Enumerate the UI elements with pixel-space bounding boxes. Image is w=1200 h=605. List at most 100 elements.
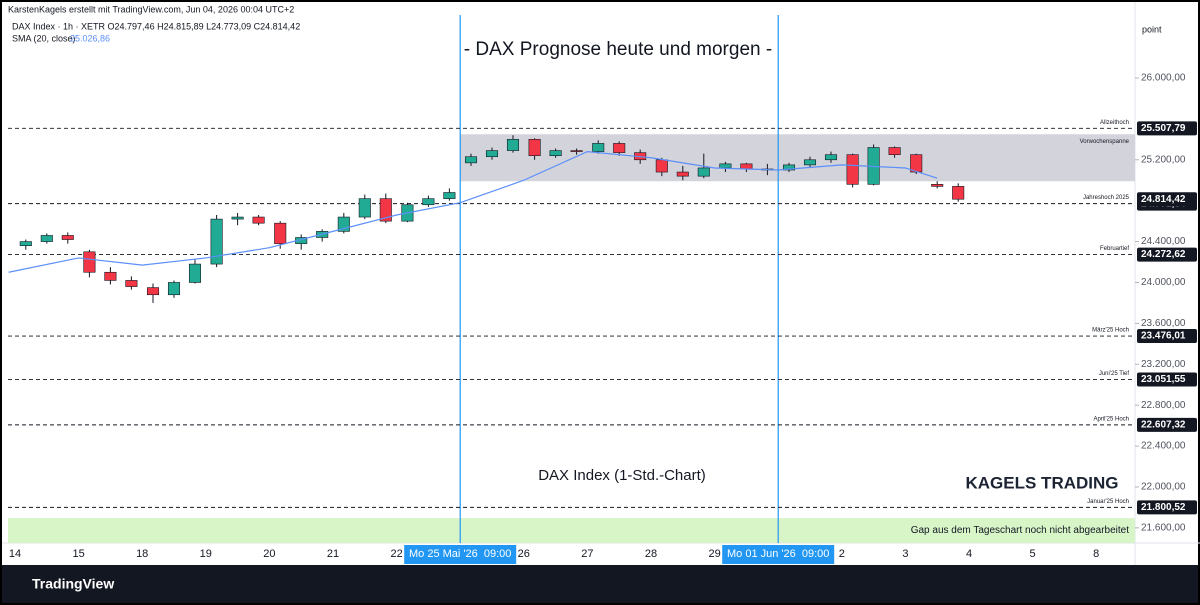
y-tick-label: 22.800,00 <box>1141 400 1186 411</box>
candle-body <box>824 154 838 161</box>
candle-body <box>104 271 117 281</box>
candle-body <box>167 282 181 296</box>
x-tick-label: 4 <box>966 548 972 560</box>
candle-body <box>697 167 710 177</box>
chart-bg <box>2 2 1198 565</box>
x-tick-label: 20 <box>263 548 275 560</box>
last-price: 24.814,42 <box>1141 194 1186 205</box>
candle-body <box>83 251 96 273</box>
x-tick-label: 3 <box>902 548 908 560</box>
candle-body <box>210 218 223 265</box>
level-price: 21.800,52 <box>1141 502 1186 513</box>
chart-title: - DAX Prognose heute und morgen - <box>464 39 772 60</box>
candle-body <box>528 139 541 156</box>
candle-body <box>125 280 138 287</box>
candle-body <box>274 222 287 244</box>
x-tick-label: 21 <box>327 548 339 560</box>
logo: KAGELS TRADING <box>966 473 1119 492</box>
footer-bar <box>2 565 1198 603</box>
symbol-line: DAX Index · 1h · XETR O24.797,46 H24.815… <box>12 21 300 31</box>
last-price-bg <box>1137 192 1197 207</box>
x-tick-label: 14 <box>9 548 21 560</box>
y-tick-label: 24.400,00 <box>1141 236 1186 247</box>
level-price-bg <box>1137 121 1197 136</box>
level-price-bg <box>1137 500 1197 515</box>
x-tick-label: 29 <box>708 548 720 560</box>
candle-body <box>592 143 605 152</box>
candle-body <box>570 150 583 152</box>
candle-body <box>719 163 732 169</box>
level-name: April'25 Hoch <box>1094 416 1130 422</box>
candle-body <box>358 198 371 218</box>
candle-body <box>19 241 32 246</box>
unit: point <box>1142 24 1162 34</box>
candle-body <box>549 150 562 156</box>
y-tick-label: 23.200,00 <box>1141 359 1186 370</box>
candle-body <box>655 159 668 173</box>
candle-body <box>40 235 53 242</box>
candle-body <box>252 216 265 224</box>
y-tick-label: 21.600,00 <box>1141 523 1186 534</box>
x-tick-label: Mo 01 Jun '26 09:00 <box>727 548 829 560</box>
level-price: 23.476,01 <box>1141 331 1186 342</box>
y-tick-label: 23.600,00 <box>1141 318 1186 329</box>
level-price: 23.051,55 <box>1141 374 1186 385</box>
x-tick-label: 8 <box>1093 548 1099 560</box>
x-tick-label: 26 <box>518 548 530 560</box>
x-tick-label: 5 <box>1030 548 1036 560</box>
level-price-bg <box>1137 417 1197 432</box>
x-tick-label: 18 <box>136 548 148 560</box>
sma-line <box>8 150 938 273</box>
level-name: Juni'25 Tief <box>1099 371 1129 377</box>
x-tick-label: 27 <box>581 548 593 560</box>
candle-body <box>910 154 923 173</box>
candle-body <box>485 150 499 158</box>
candle-body <box>740 163 753 170</box>
level-name: Jahreshoch 2025 <box>1083 195 1130 201</box>
x-tick-label: 15 <box>72 548 84 560</box>
y-tick-label: 25.200,00 <box>1141 154 1186 165</box>
candle-body <box>443 192 456 199</box>
candle-body <box>952 186 965 200</box>
x-tick-label: 19 <box>200 548 212 560</box>
level-name: Allzeithoch <box>1100 120 1129 126</box>
level-price-bg <box>1137 329 1197 344</box>
candle-body <box>464 156 478 164</box>
candle-body <box>676 171 689 177</box>
candle-body <box>846 154 859 185</box>
x-highlight-bg <box>404 545 517 564</box>
header: KarstenKagels erstellt mit TradingView.c… <box>8 4 294 14</box>
zone-label: Vorwochenspanne <box>1080 139 1130 145</box>
level-price: 22.607,32 <box>1141 420 1186 431</box>
x-tick-label: 22 <box>390 548 402 560</box>
y-tick-label: 22.000,00 <box>1141 482 1186 493</box>
candle-body <box>506 139 520 151</box>
level-price-bg <box>1137 372 1197 387</box>
level-name: Februartief <box>1100 246 1129 252</box>
zone-label: Gap aus dem Tageschart noch nicht abgear… <box>911 525 1130 536</box>
candle-body <box>146 287 160 296</box>
level-price: 25.507,79 <box>1141 123 1186 134</box>
level-price: 24.272,62 <box>1141 249 1186 260</box>
x-tick-label: Mo 25 Mai '26 09:00 <box>409 548 511 560</box>
footer-brand: TradingView <box>32 576 114 592</box>
candle-body <box>231 216 244 220</box>
candle-body <box>803 159 817 166</box>
candle-body <box>61 235 74 240</box>
indicator-value: 25.026,86 <box>70 33 110 43</box>
candle-body <box>613 143 626 153</box>
candle-body <box>931 184 944 187</box>
x-highlight-bg <box>722 545 835 564</box>
y-tick-label: 22.400,00 <box>1141 441 1186 452</box>
y-tick-label: 24.000,00 <box>1141 277 1186 288</box>
x-tick-label: 2 <box>839 548 845 560</box>
level-name: Januar'25 Hoch <box>1087 499 1129 505</box>
indicator-name: SMA (20, close) <box>12 33 76 43</box>
candle-body <box>422 198 435 206</box>
candle-body <box>782 164 796 171</box>
plot: Vorwochenspanne Gap aus dem Tageschart no… <box>8 15 1197 564</box>
x-tick-label: 28 <box>645 548 657 560</box>
y-tick-label: 26.000,00 <box>1141 73 1186 84</box>
